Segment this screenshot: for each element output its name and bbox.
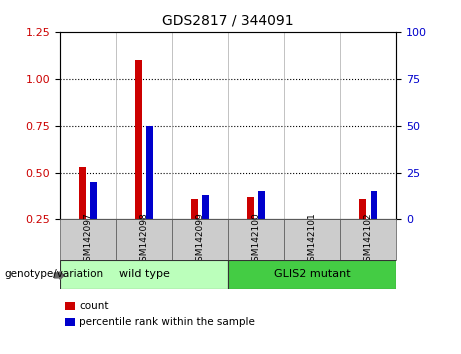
Text: wild type: wild type	[118, 269, 170, 279]
Bar	[135, 60, 142, 219]
Bar	[371, 191, 378, 219]
Bar	[146, 126, 153, 219]
Bar	[228, 219, 284, 260]
Bar	[116, 219, 172, 260]
Bar	[360, 199, 366, 219]
Bar	[191, 199, 198, 219]
Bar	[284, 219, 340, 260]
Bar	[90, 182, 97, 219]
Text: count: count	[79, 301, 109, 311]
Bar	[340, 219, 396, 260]
Bar	[259, 191, 265, 219]
Title: GDS2817 / 344091: GDS2817 / 344091	[162, 14, 294, 28]
Text: percentile rank within the sample: percentile rank within the sample	[79, 317, 255, 327]
Text: GSM142097: GSM142097	[83, 212, 93, 267]
Text: GSM142098: GSM142098	[140, 212, 148, 267]
Bar	[247, 197, 254, 219]
Bar	[79, 167, 86, 219]
Text: GSM142101: GSM142101	[308, 212, 317, 267]
Text: GSM142102: GSM142102	[364, 212, 373, 267]
Bar	[60, 219, 116, 260]
Text: GSM142099: GSM142099	[195, 212, 205, 267]
Bar	[60, 260, 228, 289]
Bar	[228, 260, 396, 289]
Text: genotype/variation: genotype/variation	[5, 269, 104, 279]
Text: GSM142100: GSM142100	[252, 212, 261, 267]
Bar	[172, 219, 228, 260]
Text: GLIS2 mutant: GLIS2 mutant	[274, 269, 351, 279]
Bar	[202, 195, 209, 219]
